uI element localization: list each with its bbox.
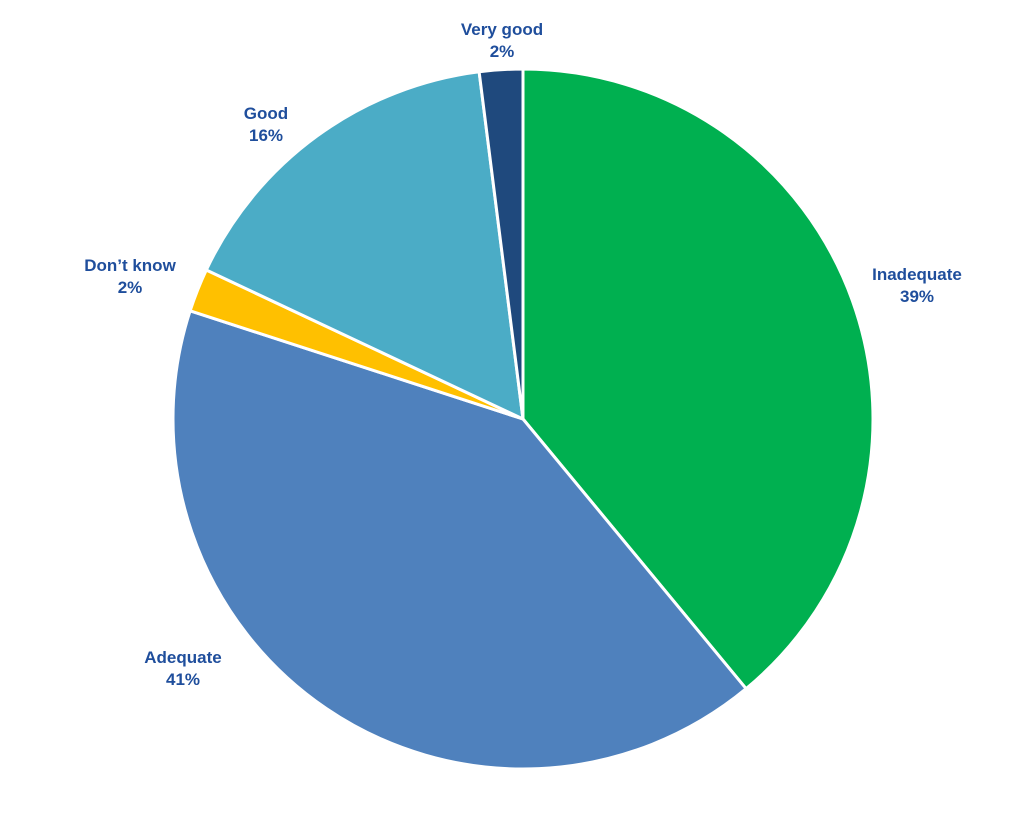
slice-category-label: Adequate (144, 648, 221, 667)
slice-value-label: 16% (249, 126, 283, 145)
slice-label: Inadequate 39% (872, 265, 962, 306)
slice-label: Don’t know 2% (84, 256, 176, 297)
slice-category-label: Inadequate (872, 265, 962, 284)
pie-slices (171, 67, 875, 771)
slice-label: Very good 2% (461, 20, 543, 61)
slice-label: Good 16% (244, 104, 288, 145)
pie-labels: Inadequate 39% Adequate 41% Don’t know 2% Good… (84, 20, 962, 689)
slice-category-label: Don’t know (84, 256, 176, 275)
slice-value-label: 2% (490, 42, 515, 61)
slice-value-label: 2% (118, 278, 143, 297)
slice-value-label: 41% (166, 670, 200, 689)
slice-category-label: Very good (461, 20, 543, 39)
slice-category-label: Good (244, 104, 288, 123)
pie-slice-inadequate (521, 67, 875, 691)
slice-label: Adequate 41% (144, 648, 221, 689)
slice-value-label: 39% (900, 287, 934, 306)
pie-slice-very-good (477, 67, 525, 421)
pie-slice-adequate (171, 309, 748, 771)
pie-slice-good (204, 70, 525, 421)
